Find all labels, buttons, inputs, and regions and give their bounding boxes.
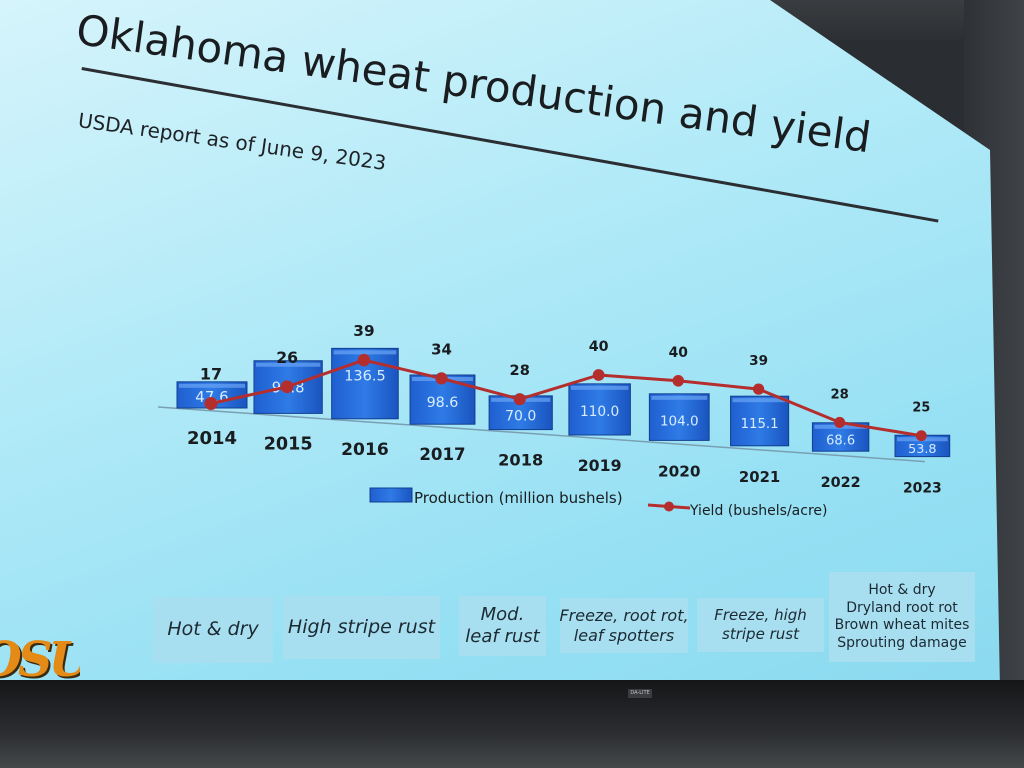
- production-label-2022: 68.6: [826, 433, 855, 448]
- yield-point-2019: [592, 369, 605, 381]
- cause-box: Hot & dry: [153, 597, 273, 663]
- cause-text: Freeze, high stripe rust: [714, 606, 807, 644]
- x-tick-label-2018: 2018: [498, 451, 543, 470]
- cause-box: Freeze, high stripe rust: [697, 598, 824, 652]
- yield-label-2017: 34: [431, 340, 452, 358]
- production-bar-highlight-2021: [732, 398, 787, 403]
- production-label-2020: 104.0: [660, 413, 699, 429]
- cause-line: Sprouting damage: [837, 634, 967, 651]
- x-tick-label-2017: 2017: [419, 445, 465, 464]
- cause-line: leaf spotters: [573, 625, 675, 645]
- cause-line: High stripe rust: [287, 615, 436, 638]
- yield-point-2016: [357, 353, 371, 367]
- osu-logo: OSU: [0, 630, 80, 686]
- yield-point-2021: [752, 383, 765, 395]
- yield-line: [210, 358, 922, 438]
- production-label-2023: 53.8: [908, 442, 936, 457]
- cause-line: stripe rust: [722, 625, 799, 643]
- cause-text: Hot & dry Dryland root rot Brown wheat mit…: [835, 582, 970, 652]
- cause-line: Hot & dry: [868, 582, 936, 598]
- yield-point-2014: [204, 397, 218, 410]
- cause-box: High stripe rust: [283, 596, 440, 659]
- cause-line: Freeze, root rot,: [559, 605, 689, 625]
- production-label-2021: 115.1: [741, 417, 779, 432]
- yield-point-2023: [915, 430, 927, 442]
- x-tick-label-2014: 2014: [187, 428, 237, 449]
- production-bar-2020: [648, 393, 710, 441]
- screen-frame: [0, 680, 1024, 768]
- yield-label-2015: 26: [276, 348, 298, 367]
- yield-label-2020: 40: [669, 345, 688, 361]
- legend-yield-label: Yield (bushels/acre): [689, 503, 827, 519]
- x-tick-label-2019: 2019: [578, 456, 622, 475]
- yield-label-2018: 28: [510, 362, 530, 379]
- yield-label-2019: 40: [589, 339, 609, 355]
- legend-yield-marker: [664, 501, 674, 512]
- production-bar-highlight-2019: [570, 385, 629, 390]
- x-tick-label-2023: 2023: [903, 481, 942, 497]
- cause-text: Hot & dry: [167, 618, 258, 642]
- cause-line: Brown wheat mites: [834, 617, 970, 633]
- yield-point-2015: [280, 380, 294, 394]
- production-label-2019: 110.0: [580, 404, 619, 420]
- x-axis-line: [157, 406, 926, 463]
- cause-line: Dryland root rot: [846, 599, 958, 616]
- production-label-2017: 98.6: [427, 395, 459, 411]
- production-bar-2021: [730, 395, 790, 447]
- cause-line: Freeze, high: [714, 606, 807, 625]
- cause-line: Mod.: [480, 603, 525, 625]
- production-label-2018: 70.0: [505, 408, 536, 424]
- cause-box: Freeze, root rot, leaf spotters: [559, 598, 689, 653]
- x-tick-label-2016: 2016: [341, 440, 389, 460]
- yield-label-2014: 17: [200, 365, 222, 384]
- cause-line: Hot & dry: [167, 618, 259, 641]
- yield-label-2023: 25: [912, 401, 930, 416]
- legend-production-swatch: [369, 487, 413, 503]
- x-tick-label-2020: 2020: [658, 462, 701, 480]
- x-tick-label-2021: 2021: [739, 468, 780, 486]
- yield-label-2022: 28: [830, 387, 848, 402]
- production-yield-chart: 47.698.8136.598.670.0110.0104.0115.168.6…: [157, 322, 951, 519]
- yield-point-2017: [435, 372, 448, 385]
- production-bar-highlight-2016: [333, 350, 397, 355]
- yield-label-2021: 39: [749, 353, 768, 369]
- production-bar-highlight-2015: [255, 362, 321, 367]
- legend-production-label: Production (million bushels): [414, 489, 623, 507]
- frame-label: DA-LITE: [628, 689, 652, 698]
- production-bar-2019: [568, 383, 631, 436]
- x-tick-label-2015: 2015: [264, 434, 313, 454]
- cause-line: leaf rust: [465, 626, 540, 647]
- production-bar-highlight-2014: [179, 383, 245, 388]
- production-label-2016: 136.5: [344, 368, 386, 384]
- yield-label-2016: 39: [353, 322, 374, 340]
- cause-box: Hot & dry Dryland root rot Brown wheat mit…: [829, 572, 975, 662]
- cause-box: Mod. leaf rust: [459, 596, 546, 656]
- osu-logo-text: OSU: [0, 632, 80, 686]
- cause-text: High stripe rust: [288, 616, 435, 640]
- production-bar-highlight-2020: [651, 395, 708, 400]
- cause-text: Freeze, root rot, leaf spotters: [559, 606, 688, 646]
- x-tick-label-2022: 2022: [821, 475, 861, 491]
- projection-screen: Oklahoma wheat production and yield USDA…: [0, 0, 1000, 700]
- yield-point-2022: [834, 416, 846, 428]
- cause-text: Mod. leaf rust: [465, 604, 539, 649]
- yield-point-2018: [513, 393, 526, 406]
- yield-point-2020: [672, 375, 685, 387]
